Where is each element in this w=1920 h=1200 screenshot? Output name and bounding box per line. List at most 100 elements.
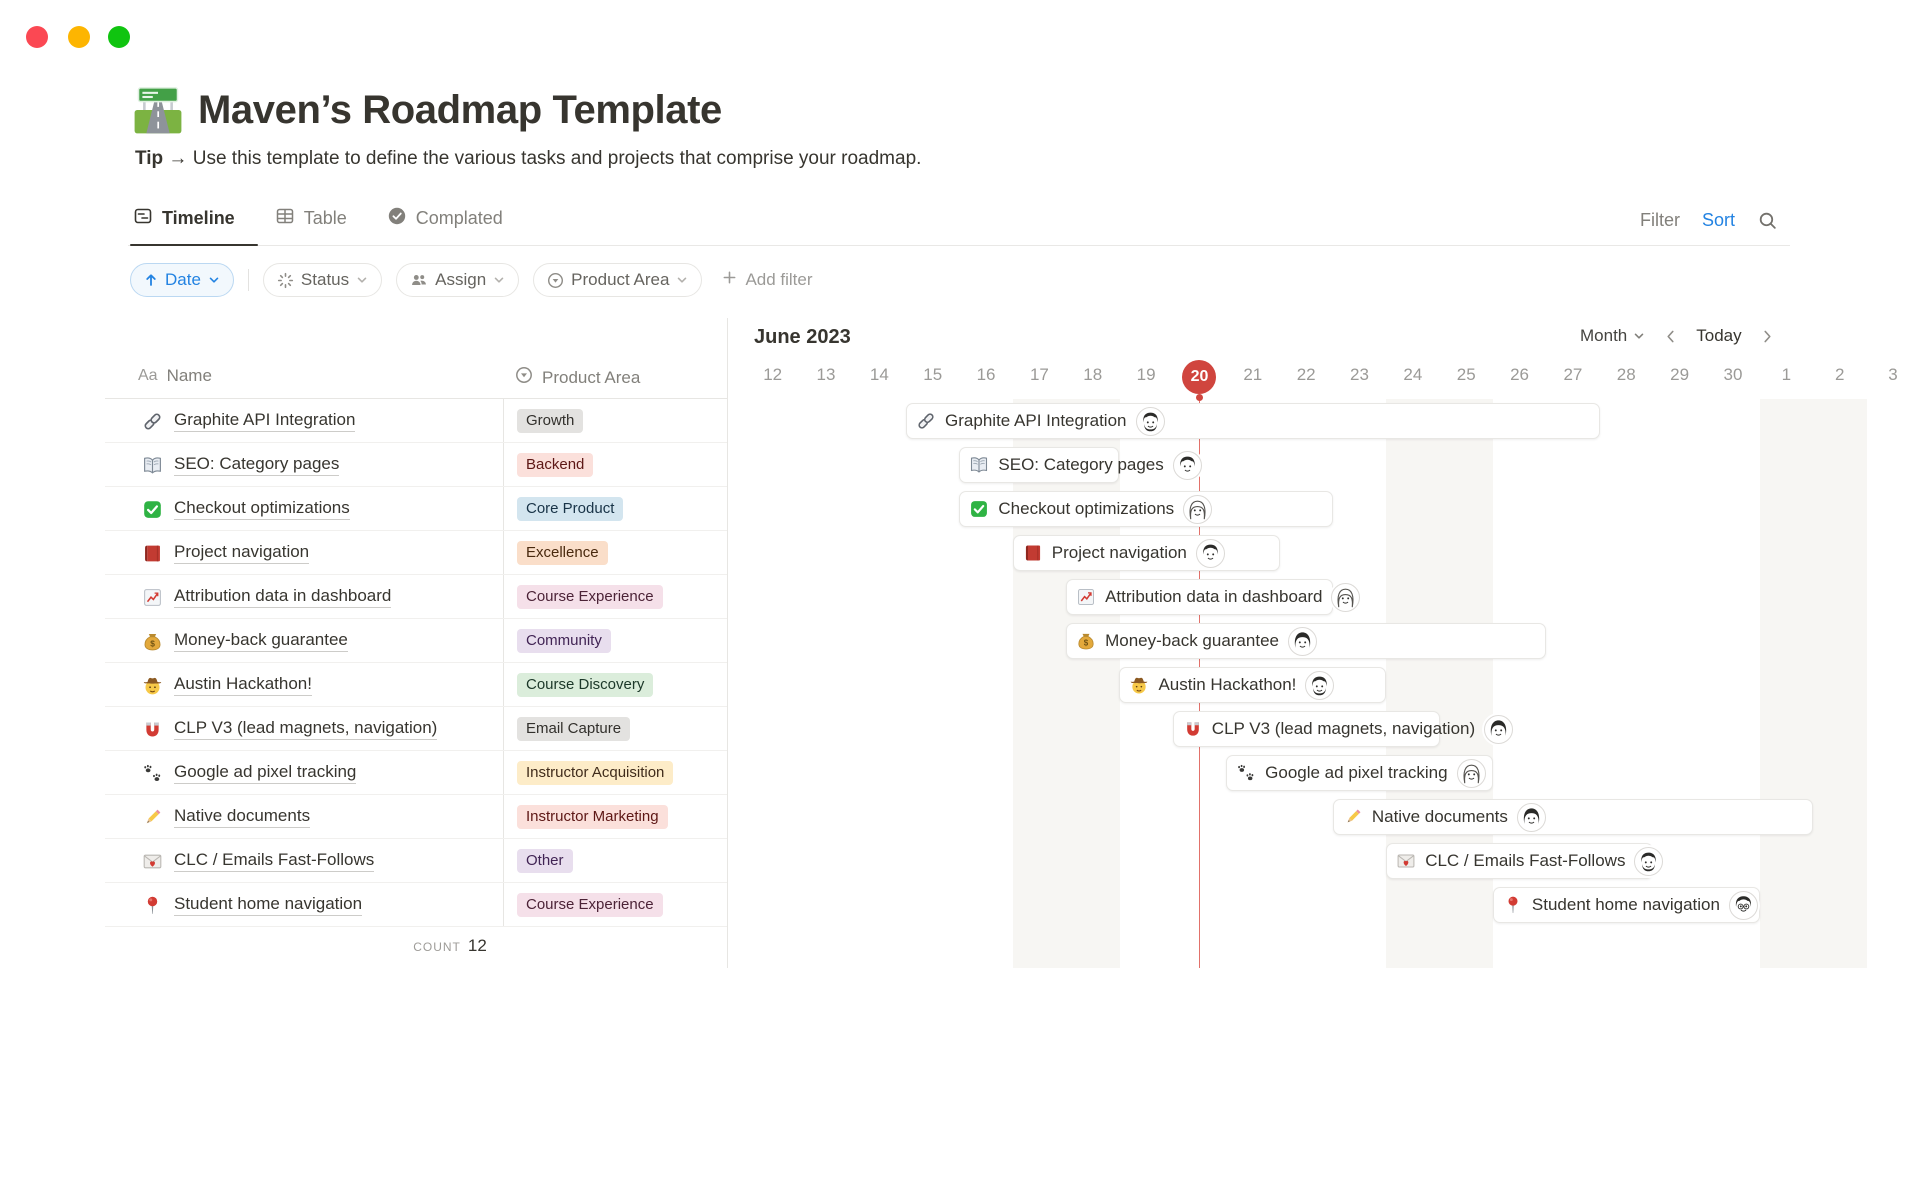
gantt-bar-label: SEO: Category pages	[998, 455, 1164, 474]
task-name-link[interactable]: Project navigation	[174, 542, 310, 564]
timeline-date: 2	[1834, 365, 1845, 384]
minimize-button[interactable]	[68, 26, 90, 48]
date-sort-pill[interactable]: Date	[130, 263, 234, 297]
task-name-link[interactable]: Attribution data in dashboard	[174, 586, 392, 608]
filter-button[interactable]: Filter	[1640, 210, 1680, 230]
money-bag-icon: $	[142, 631, 163, 652]
assignee-avatar	[1305, 670, 1335, 700]
gantt-bar[interactable]	[1226, 755, 1493, 791]
chevron-right-icon[interactable]	[1762, 329, 1773, 344]
task-name-link[interactable]: Graphite API Integration	[174, 410, 356, 432]
timeline-date: 21	[1243, 365, 1263, 384]
table-row-area[interactable]: Other	[517, 839, 573, 883]
row-separator	[105, 838, 727, 839]
zoom-button[interactable]	[108, 26, 130, 48]
timeline-date: 18	[1083, 365, 1103, 384]
weekend-band	[1386, 399, 1441, 968]
table-row-name[interactable]: Attribution data in dashboard	[142, 575, 392, 619]
table-row-area[interactable]: Backend	[517, 443, 594, 487]
chevron-left-icon[interactable]	[1665, 329, 1676, 344]
table-row-name[interactable]: Project navigation	[142, 531, 310, 575]
column-header-name[interactable]: Aa Name	[138, 366, 212, 385]
table-row-name[interactable]: Austin Hackathon!	[142, 663, 312, 707]
gantt-bar[interactable]	[1012, 535, 1280, 571]
tab-table[interactable]: Table	[275, 206, 347, 245]
filter-pill-assign[interactable]: Assign	[396, 263, 520, 297]
filter-pill-product-area[interactable]: Product Area	[533, 263, 703, 297]
table-row-area[interactable]: Email Capture	[517, 707, 631, 751]
cowboy-icon	[142, 675, 163, 696]
chevron-down-icon	[676, 274, 688, 286]
weekend-band	[1813, 399, 1867, 968]
row-separator	[105, 750, 727, 751]
table-row-name[interactable]: Checkout optimizations	[142, 487, 350, 531]
gantt-bar-content: Project navigation	[1023, 535, 1225, 571]
table-row-area[interactable]: Community	[517, 619, 611, 663]
table-row-name[interactable]: CLP V3 (lead magnets, navigation)	[142, 707, 438, 751]
pin-icon	[1503, 895, 1523, 915]
task-name-link[interactable]: Money-back guarantee	[174, 630, 348, 652]
task-name-link[interactable]: Student home navigation	[174, 894, 363, 916]
sort-button[interactable]: Sort	[1702, 210, 1736, 230]
timeline-date: 12	[763, 365, 783, 384]
table-row-name[interactable]: Google ad pixel tracking	[142, 751, 357, 795]
gantt-bar-content: Native documents	[1343, 799, 1546, 835]
timeline-date: 28	[1616, 365, 1636, 384]
gantt-bar[interactable]	[1386, 843, 1653, 879]
task-name-link[interactable]: Checkout optimizations	[174, 498, 350, 520]
table-row-name[interactable]: Graphite API Integration	[142, 399, 356, 443]
task-name-link[interactable]: CLC / Emails Fast-Follows	[174, 850, 375, 872]
up-arrow-icon	[144, 273, 158, 287]
gantt-bar[interactable]	[1332, 799, 1813, 835]
task-name-link[interactable]: SEO: Category pages	[174, 454, 340, 476]
table-row-area[interactable]: Core Product	[517, 487, 624, 531]
tab-timeline[interactable]: Timeline	[133, 206, 235, 245]
product-area-tag: Core Product	[517, 496, 624, 522]
table-row-name[interactable]: Native documents	[142, 795, 311, 839]
task-name-link[interactable]: Google ad pixel tracking	[174, 762, 357, 784]
today-marker-dot	[1195, 394, 1203, 401]
timeline-date: 15	[923, 365, 943, 384]
task-name-link[interactable]: CLP V3 (lead magnets, navigation)	[174, 718, 438, 740]
table-row-area[interactable]: Course Experience	[517, 575, 663, 619]
product-area-tag: Course Experience	[517, 584, 663, 610]
product-area-tag: Other	[517, 848, 573, 874]
table-row-area[interactable]: Instructor Marketing	[517, 795, 668, 839]
table-row-name[interactable]: SEO: Category pages	[142, 443, 340, 487]
motorway-icon	[132, 84, 184, 136]
gantt-bar[interactable]	[1066, 579, 1333, 615]
gantt-bar-label: CLC / Emails Fast-Follows	[1425, 851, 1626, 870]
timeline-date: 16	[976, 365, 996, 384]
column-divider	[503, 399, 504, 927]
timeline-date: 29	[1670, 365, 1690, 384]
close-button[interactable]	[26, 26, 48, 48]
table-row-area[interactable]: Growth	[517, 399, 584, 443]
gantt-bar[interactable]	[1119, 667, 1387, 703]
table-row-area[interactable]: Course Discovery	[517, 663, 654, 707]
today-button[interactable]: Today	[1696, 326, 1742, 345]
column-header-product-area[interactable]: Product Area	[515, 366, 640, 389]
search-icon[interactable]	[1757, 210, 1778, 231]
gantt-bar[interactable]	[1492, 887, 1760, 923]
tab-complated[interactable]: Complated	[387, 206, 503, 245]
table-row-area[interactable]: Instructor Acquisition	[517, 751, 674, 795]
check-circle-icon	[387, 206, 407, 231]
task-name-link[interactable]: Native documents	[174, 806, 311, 828]
timeline-date: 22	[1296, 365, 1316, 384]
table-row-name[interactable]: $ Money-back guarantee	[142, 619, 348, 663]
filter-pill-status[interactable]: Status	[262, 263, 383, 297]
timeline-zoom-select[interactable]: Month	[1580, 326, 1645, 346]
gantt-bar-content: Austin Hackathon!	[1129, 667, 1335, 703]
table-row-area[interactable]: Excellence	[517, 531, 608, 575]
pencil-icon	[1343, 807, 1363, 827]
gantt-bar-label: Money-back guarantee	[1105, 631, 1279, 650]
task-name-link[interactable]: Austin Hackathon!	[174, 674, 312, 696]
gantt-bar[interactable]	[1172, 711, 1440, 747]
table-row-name[interactable]: CLC / Emails Fast-Follows	[142, 839, 375, 883]
add-filter-button[interactable]: Add filter	[722, 270, 813, 290]
table-row-area[interactable]: Course Experience	[517, 883, 663, 927]
gantt-bar[interactable]	[959, 491, 1333, 527]
table-row-name[interactable]: Student home navigation	[142, 883, 363, 927]
gantt-bar-content: $ Money-back guarantee	[1076, 623, 1317, 659]
gantt-bar[interactable]	[906, 403, 1600, 439]
